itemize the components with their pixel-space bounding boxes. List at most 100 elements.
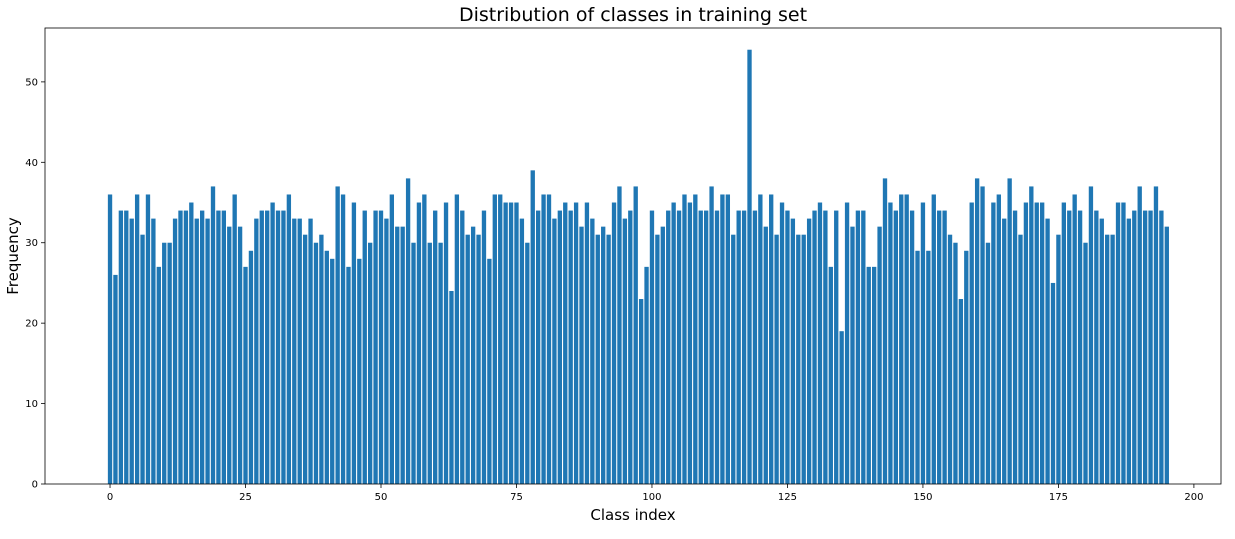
bar-class-168 (1018, 234, 1023, 484)
x-axis-title: Class index (590, 506, 675, 524)
bar-class-115 (731, 234, 736, 484)
bar-class-184 (1105, 234, 1110, 484)
bar-class-180 (1083, 242, 1088, 484)
bar-class-124 (779, 202, 785, 484)
bar-class-58 (422, 194, 427, 484)
bar-class-9 (156, 266, 161, 484)
bar-class-142 (877, 226, 882, 484)
bar-class-150 (920, 202, 926, 484)
bar-class-163 (991, 202, 996, 484)
bar-class-175 (1056, 234, 1061, 484)
bar-class-44 (346, 266, 351, 484)
bar-class-37 (308, 218, 313, 484)
bar-class-122 (769, 194, 774, 484)
bar-class-6 (140, 234, 145, 484)
bar-class-138 (855, 210, 861, 484)
bar-class-147 (904, 194, 909, 484)
x-tick-label: 150 (913, 492, 932, 503)
bar-class-171 (1034, 202, 1039, 484)
bar-class-143 (882, 178, 888, 484)
bar-class-112 (714, 210, 720, 484)
bar-class-51 (384, 218, 389, 484)
bar-class-13 (178, 210, 183, 484)
bar-class-136 (844, 202, 850, 484)
bar-class-166 (1007, 178, 1012, 484)
bar-class-195 (1164, 226, 1169, 484)
x-tick-label: 75 (510, 492, 523, 503)
bar-class-25 (243, 266, 248, 484)
bar-class-54 (400, 226, 405, 484)
bar-class-126 (790, 218, 796, 484)
bar-class-39 (319, 234, 324, 484)
bar-class-100 (649, 210, 655, 484)
bar-class-81 (546, 194, 552, 484)
bar-class-84 (563, 202, 568, 484)
bar-class-10 (162, 242, 167, 484)
bar-class-64 (454, 194, 460, 484)
bar-class-55 (405, 178, 411, 484)
bar-class-128 (801, 234, 806, 484)
bar-class-183 (1099, 218, 1104, 484)
bar-class-82 (552, 218, 557, 484)
bar-class-165 (1002, 218, 1007, 484)
y-tick-label: 10 (25, 399, 38, 410)
bar-class-74 (508, 202, 514, 484)
bar-class-179 (1077, 210, 1083, 484)
bar-class-161 (980, 186, 985, 484)
bar-class-158 (964, 250, 969, 484)
bar-class-102 (660, 226, 665, 484)
bar-class-20 (216, 210, 221, 484)
bar-class-4 (129, 218, 134, 484)
bar-class-71 (492, 194, 497, 484)
bar-class-86 (573, 202, 579, 484)
bar-class-127 (796, 234, 801, 484)
bar-class-187 (1121, 202, 1126, 484)
bar-class-176 (1061, 202, 1067, 484)
bar-class-119 (752, 210, 758, 484)
bar-class-38 (313, 242, 319, 484)
bar-class-157 (958, 299, 964, 484)
bar-class-35 (297, 218, 302, 484)
bar-class-181 (1088, 186, 1094, 484)
bar-class-50 (378, 210, 384, 484)
bar-class-45 (351, 202, 357, 484)
bar-series (107, 49, 1169, 484)
bar-class-70 (487, 258, 492, 484)
bar-class-118 (747, 49, 752, 484)
bar-class-73 (503, 202, 508, 484)
bar-class-110 (703, 210, 709, 484)
bar-class-69 (481, 210, 487, 484)
bar-class-160 (974, 178, 980, 484)
bar-class-189 (1132, 210, 1137, 484)
y-tick-label: 30 (25, 238, 38, 249)
bar-class-185 (1110, 234, 1115, 484)
bar-class-23 (232, 194, 237, 484)
bar-class-66 (465, 234, 470, 484)
bar-class-108 (693, 194, 698, 484)
x-tick-label: 100 (642, 492, 661, 503)
bar-class-0 (107, 194, 113, 484)
bar-class-101 (655, 234, 660, 484)
bar-class-93 (611, 202, 617, 484)
bar-class-104 (671, 202, 676, 484)
bar-class-192 (1148, 210, 1153, 484)
bar-class-141 (871, 266, 877, 484)
bar-class-8 (151, 218, 156, 484)
bar-class-61 (438, 242, 443, 484)
bar-class-164 (996, 194, 1001, 484)
bar-class-137 (850, 226, 855, 484)
bar-class-135 (839, 331, 844, 484)
bar-class-78 (530, 170, 535, 484)
bar-class-3 (124, 210, 129, 484)
bar-class-116 (736, 210, 741, 484)
y-tick-label: 20 (25, 319, 38, 330)
bar-class-117 (741, 210, 747, 484)
bar-class-191 (1142, 210, 1148, 484)
bar-class-177 (1067, 210, 1072, 484)
y-tick-label: 50 (25, 77, 38, 88)
bar-class-83 (557, 210, 563, 484)
bar-class-130 (812, 210, 817, 484)
bar-class-172 (1039, 202, 1045, 484)
bar-class-88 (584, 202, 590, 484)
